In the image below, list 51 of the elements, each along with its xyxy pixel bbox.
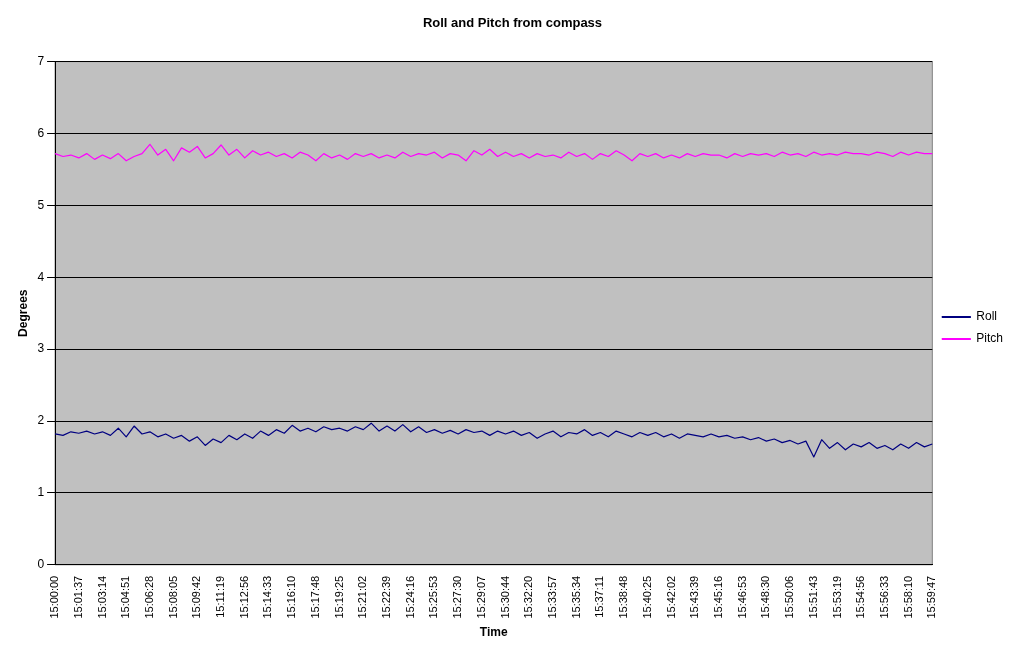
x-axis-title: Time (479, 625, 508, 640)
x-tick-label: 15:45:16 (711, 575, 724, 619)
x-tick-label: 15:04:51 (119, 575, 132, 619)
x-tick-label: 15:43:39 (688, 575, 701, 619)
x-tick-label: 15:22:39 (380, 575, 393, 619)
x-tick-label: 15:27:30 (451, 575, 464, 619)
y-axis-title: Degrees (15, 289, 30, 337)
legend-label: Roll (976, 309, 997, 324)
x-tick-label: 15:16:10 (285, 575, 298, 619)
x-tick-label: 15:48:30 (759, 575, 772, 619)
x-tick-label: 15:17:48 (308, 575, 321, 619)
x-tick-label: 15:12:56 (237, 575, 250, 619)
x-tick-label: 15:19:25 (332, 575, 345, 619)
x-tick-label: 15:09:42 (190, 575, 203, 619)
x-tick-label: 15:56:33 (877, 575, 890, 619)
x-tick-label: 15:50:06 (783, 575, 796, 619)
y-tick-label: 4 (37, 269, 45, 284)
x-tick-label: 15:37:11 (593, 575, 606, 618)
x-tick-label: 15:30:44 (498, 575, 511, 619)
x-tick-label: 15:29:07 (474, 575, 487, 619)
x-tick-label: 15:21:02 (356, 575, 369, 619)
x-tick-label: 15:01:37 (71, 575, 84, 619)
y-tick-label: 3 (37, 341, 45, 356)
x-tick-label: 15:38:48 (617, 575, 630, 619)
x-tick-label: 15:46:53 (735, 575, 748, 619)
x-tick-label: 15:40:25 (640, 575, 653, 619)
legend-label: Pitch (976, 331, 1004, 346)
x-tick-label: 15:25:53 (427, 575, 440, 619)
y-tick-label: 7 (37, 53, 45, 68)
x-tick-label: 15:11:19 (214, 575, 227, 618)
y-tick-label: 5 (37, 197, 45, 212)
y-tick-label: 1 (37, 485, 45, 500)
x-tick-label: 15:53:19 (830, 575, 843, 619)
y-tick-label: 6 (37, 125, 45, 140)
y-tick-label: 0 (37, 557, 45, 572)
x-tick-label: 15:08:05 (166, 575, 179, 619)
x-tick-label: 15:59:47 (925, 575, 938, 619)
x-tick-label: 15:00:00 (48, 575, 61, 619)
x-tick-label: 15:51:43 (806, 575, 819, 619)
x-tick-label: 15:58:10 (901, 575, 914, 619)
x-tick-label: 15:32:20 (522, 575, 535, 619)
y-tick-label: 2 (37, 413, 45, 428)
chart-title: Roll and Pitch from compass (422, 15, 603, 31)
x-tick-label: 15:35:34 (569, 575, 582, 619)
x-tick-label: 15:42:02 (664, 575, 677, 619)
x-tick-label: 15:33:57 (546, 575, 558, 619)
x-tick-label: 15:54:56 (854, 575, 867, 619)
x-tick-label: 15:24:16 (403, 575, 416, 619)
x-tick-label: 15:14:33 (261, 575, 274, 619)
x-tick-label: 15:03:14 (95, 575, 108, 619)
x-tick-label: 15:06:28 (142, 575, 155, 619)
